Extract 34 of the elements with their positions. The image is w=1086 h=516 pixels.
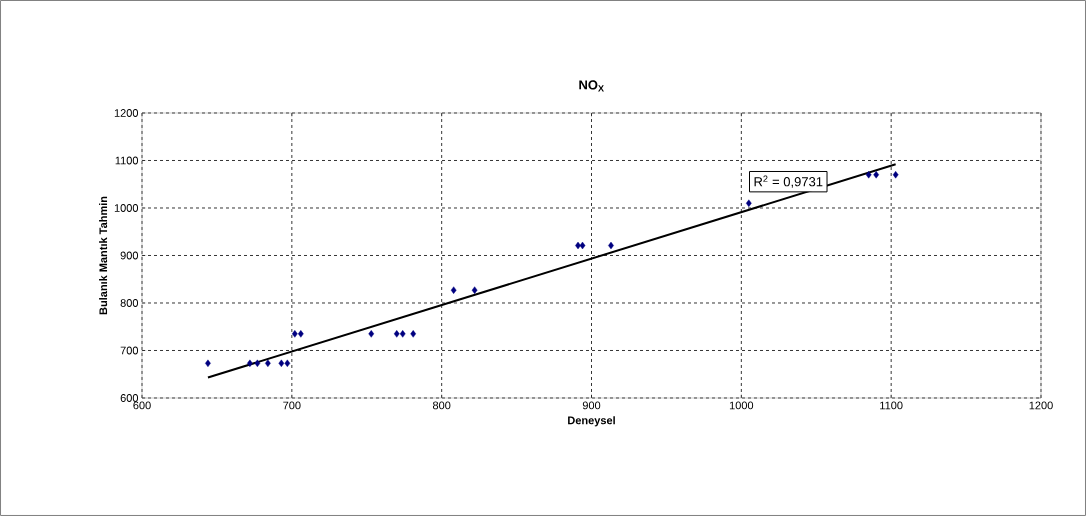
- x-tick-label: 1200: [1029, 401, 1053, 410]
- point: [298, 330, 304, 338]
- annotation: R$^{2}$ = 0,9731: [754, 175, 823, 188]
- point: [254, 359, 261, 368]
- chart-title: NO$_{X}$: [579, 80, 604, 92]
- point: [399, 330, 406, 338]
- y-tick-label: 800: [120, 299, 139, 307]
- x-tick-label: 700: [283, 401, 301, 410]
- point: [892, 171, 899, 179]
- point: [284, 359, 291, 368]
- y-tick-label: 1100: [115, 156, 139, 165]
- point: [471, 286, 478, 294]
- x-tick-label: 1100: [880, 401, 903, 410]
- point: [292, 330, 298, 338]
- y-tick-label: 900: [120, 251, 139, 260]
- y-tick-label: 1000: [114, 204, 139, 212]
- point: [865, 171, 872, 179]
- point: [873, 171, 880, 179]
- x-tick-label: 600: [133, 401, 151, 410]
- point: [746, 199, 752, 207]
- x-tick-label: 800: [432, 401, 451, 410]
- point: [393, 330, 400, 338]
- point: [579, 241, 586, 250]
- x-tick-label: 900: [582, 401, 601, 410]
- y-tick-label: 600: [120, 394, 139, 402]
- point: [278, 359, 285, 368]
- y-tick-label: 1200: [114, 109, 139, 117]
- y-tick-label: 700: [120, 346, 139, 355]
- point: [368, 330, 375, 338]
- x-axis-title: Deneysel: [568, 416, 615, 427]
- point: [410, 330, 417, 338]
- x-tick-label: 1000: [729, 401, 754, 410]
- point: [450, 286, 457, 294]
- y-axis-title: Bulanık Mantık Tahmin: [99, 196, 108, 315]
